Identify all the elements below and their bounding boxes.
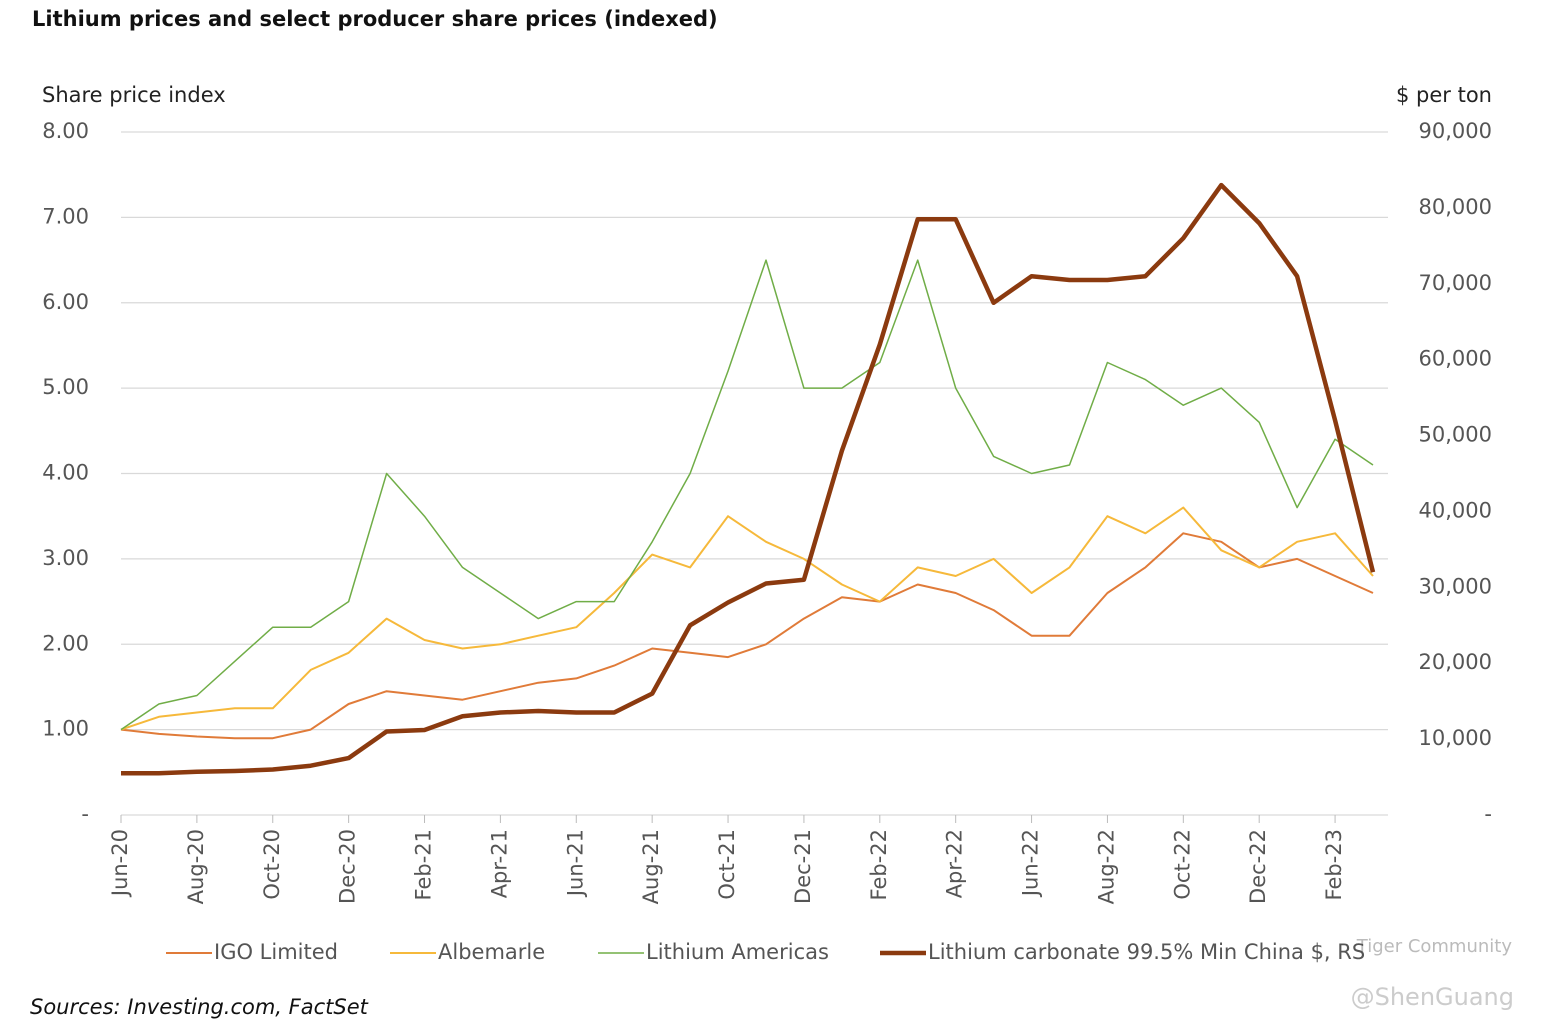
series-line [120,506,1374,731]
source-note: Sources: Investing.com, FactSet [30,995,369,1019]
x-tick-label: Aug-20 [184,829,208,904]
y2-tick-label: 70,000 [1419,271,1492,295]
x-tick-label: Dec-22 [1246,829,1270,904]
y2-tick-label: 90,000 [1419,119,1492,143]
y2-tick-label: - [1484,802,1492,826]
y2-axis-label: $ per ton [1396,83,1492,107]
watermark: Tiger Community [1356,936,1513,957]
y2-tick-label: 20,000 [1419,650,1492,674]
y-tick-label: 3.00 [42,546,89,570]
legend-label: Lithium carbonate 99.5% Min China $, RS [928,940,1365,964]
x-tick-label: Oct-22 [1170,829,1194,900]
y-tick-label: 6.00 [42,290,89,314]
y-tick-label: 2.00 [42,631,89,655]
y2-tick-label: 80,000 [1419,195,1492,219]
series-line [120,259,1374,731]
x-tick-label: Dec-21 [791,829,815,904]
y2-tick-label: 30,000 [1419,574,1492,598]
y-axis-label: Share price index [42,83,226,107]
legend-label: Albemarle [438,940,545,964]
x-tick-label: Aug-22 [1094,829,1118,904]
x-tick-label: Apr-21 [487,829,511,898]
x-tick-label: Feb-21 [412,829,436,900]
x-tick-label: Oct-21 [715,829,739,900]
y-tick-label: - [81,802,89,826]
watermark: @ShenGuang [1351,983,1514,1011]
y-tick-label: 7.00 [42,204,89,228]
y2-tick-label: 40,000 [1419,498,1492,522]
x-tick-label: Jun-22 [1019,829,1043,898]
y-tick-label: 5.00 [42,375,89,399]
x-tick-label: Apr-22 [943,829,967,898]
chart-title: Lithium prices and select producer share… [32,7,718,31]
y2-tick-label: 10,000 [1419,726,1492,750]
series-line [120,532,1374,740]
legend-label: IGO Limited [214,940,338,964]
x-tick-label: Feb-22 [867,829,891,900]
y2-tick-label: 50,000 [1419,423,1492,447]
y-tick-label: 8.00 [42,119,89,143]
x-tick-label: Dec-20 [336,829,360,904]
legend-label: Lithium Americas [646,940,829,964]
y-tick-label: 1.00 [42,717,89,741]
x-tick-label: Feb-23 [1322,829,1346,900]
x-tick-label: Jun-20 [108,829,132,898]
y2-tick-label: 60,000 [1419,347,1492,371]
x-tick-label: Oct-20 [260,829,284,900]
series-line [121,182,1376,776]
x-tick-label: Aug-21 [639,829,663,904]
x-tick-label: Jun-21 [563,829,587,898]
y-tick-label: 4.00 [42,461,89,485]
